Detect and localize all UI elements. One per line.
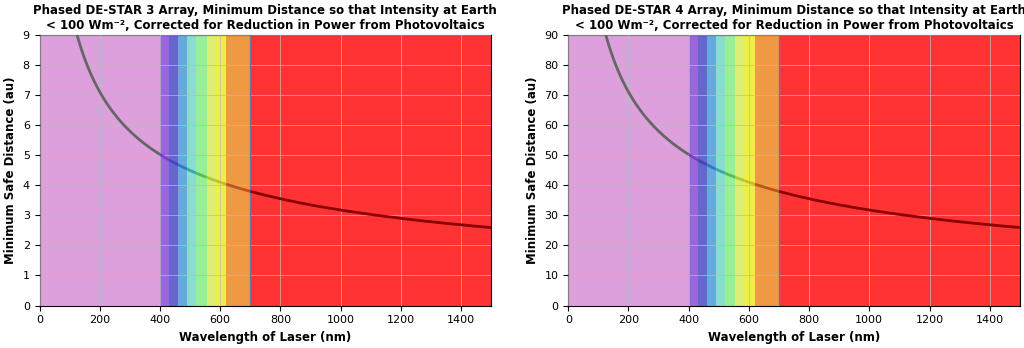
Title: Phased DE-STAR 3 Array, Minimum Distance so that Intensity at Earth
< 100 Wm⁻², : Phased DE-STAR 3 Array, Minimum Distance… [34,4,498,32]
Bar [735,35,744,306]
Bar [697,35,707,306]
Bar [707,35,716,306]
Bar [755,35,779,306]
Y-axis label: Minimum Safe Distance (au): Minimum Safe Distance (au) [4,77,17,264]
Bar [689,35,697,306]
Bar [568,35,689,306]
X-axis label: Wavelength of Laser (nm): Wavelength of Laser (nm) [179,331,351,344]
Bar [169,35,178,306]
Bar [226,35,250,306]
Bar [716,35,725,306]
Bar [725,35,735,306]
Bar [160,35,169,306]
Bar [187,35,197,306]
Bar [207,35,216,306]
Bar [744,35,755,306]
X-axis label: Wavelength of Laser (nm): Wavelength of Laser (nm) [708,331,881,344]
Bar [40,35,160,306]
Title: Phased DE-STAR 4 Array, Minimum Distance so that Intensity at Earth
< 100 Wm⁻², : Phased DE-STAR 4 Array, Minimum Distance… [562,4,1024,32]
Bar [216,35,226,306]
Bar [197,35,207,306]
Bar [178,35,187,306]
Y-axis label: Minimum Safe Distance (au): Minimum Safe Distance (au) [526,77,539,264]
